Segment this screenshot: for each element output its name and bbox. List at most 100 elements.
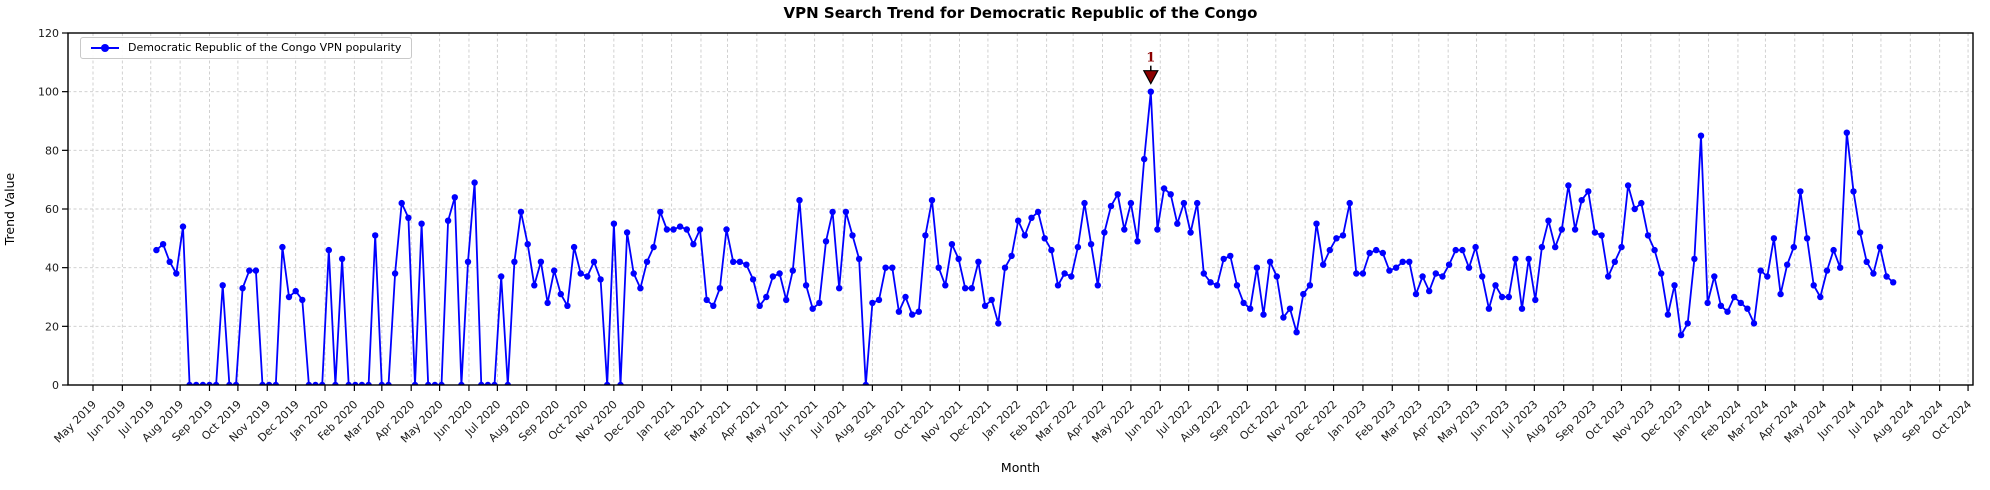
data-point [1651,246,1658,254]
data-point [444,217,452,224]
data-point [464,258,472,265]
data-point [491,381,498,385]
data-point [159,241,167,248]
data-point [710,302,717,309]
data-point [676,223,684,230]
data-point [1339,232,1347,239]
data-point [981,302,989,309]
data-point [1552,243,1559,251]
data-point [1220,255,1227,263]
data-point [1691,255,1698,263]
data-point [1479,273,1486,280]
data-point [1346,199,1353,207]
data-point [1757,267,1764,274]
data-point [829,208,836,216]
data-point [1472,243,1479,251]
data-point [1585,188,1592,195]
data-point [842,208,850,216]
data-point [736,258,743,265]
data-point [749,276,757,283]
data-point [630,270,637,277]
data-point [1081,199,1088,207]
data-point [385,381,392,385]
data-point [1114,191,1121,198]
data-point [438,381,445,385]
data-point [783,296,790,304]
data-point [610,220,618,227]
data-point [564,302,571,309]
data-point [617,381,624,385]
data-point [643,258,651,265]
data-point [1492,282,1499,289]
data-point [391,270,399,277]
data-point [1883,273,1890,280]
data-point [882,264,889,271]
data-point [1750,320,1758,327]
data-point [531,282,538,289]
data-point [928,197,936,204]
data-point [1207,279,1214,286]
chart-title: VPN Search Trend for Democratic Republic… [783,4,1258,22]
data-point [796,197,803,204]
data-point [769,273,777,280]
data-point [1856,229,1864,236]
data-point [577,270,584,277]
data-point [962,285,969,292]
data-point [524,241,531,248]
data-point [604,381,611,385]
data-point [1008,252,1015,260]
data-point [902,293,909,301]
data-point [325,246,332,254]
data-point [650,243,657,251]
data-point [1830,246,1837,254]
legend: Democratic Republic of the Congo VPN pop… [80,37,413,59]
data-point [875,296,883,304]
data-point [1154,226,1161,233]
data-point [816,299,823,307]
data-point [1644,232,1652,239]
data-point [1107,202,1115,210]
data-point [1419,273,1426,280]
data-point [1823,267,1831,274]
data-point [889,264,896,271]
data-point [1379,249,1387,257]
data-point [1127,199,1135,207]
data-point [1631,205,1638,213]
data-point [809,305,816,312]
data-point [1770,235,1778,242]
data-point [378,381,385,385]
data-point [1684,320,1691,327]
data-point [1452,246,1459,254]
data-point [1333,235,1340,242]
data-point [226,381,233,385]
annotation-label: 1 [1146,51,1155,66]
data-point [723,226,730,233]
data-point [1233,282,1241,289]
data-point [948,241,956,248]
data-point [431,381,439,385]
data-point [557,290,564,298]
data-point [1001,264,1009,271]
data-point [1744,305,1751,312]
y-tick-label: 120 [38,27,59,40]
data-point [590,258,598,265]
data-point [319,381,326,385]
data-point [1817,293,1824,301]
data-point [1777,290,1784,298]
data-point [1505,293,1513,301]
data-point [551,267,558,274]
data-point [1850,188,1857,195]
data-point [1160,185,1168,192]
data-point [942,282,949,289]
data-point [1671,282,1678,289]
data-point [1406,258,1413,265]
data-point [1618,243,1625,251]
data-point [802,282,810,289]
data-point [663,226,671,233]
data-point [1432,270,1440,277]
data-point [1525,255,1532,263]
data-point [478,381,485,385]
data-point [1359,270,1367,277]
data-point [1021,232,1028,239]
